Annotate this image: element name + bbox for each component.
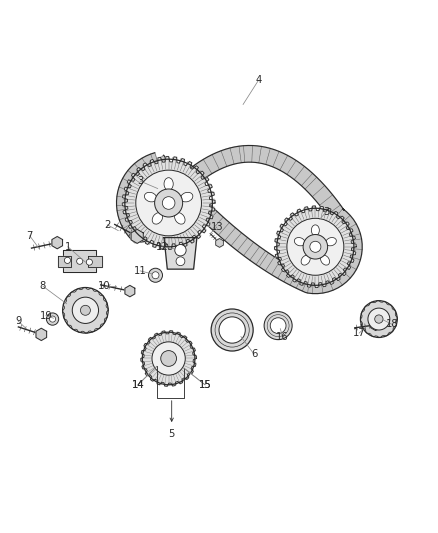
Ellipse shape [152, 213, 162, 224]
Polygon shape [371, 319, 381, 330]
Ellipse shape [164, 177, 173, 190]
Text: 2: 2 [104, 220, 110, 230]
Circle shape [374, 315, 383, 323]
Text: 3: 3 [323, 207, 329, 217]
Circle shape [176, 257, 185, 265]
Text: 14: 14 [132, 379, 144, 390]
Polygon shape [164, 238, 197, 269]
Text: 16: 16 [276, 332, 289, 342]
Circle shape [270, 318, 286, 334]
Circle shape [310, 241, 321, 252]
Polygon shape [88, 256, 102, 266]
Polygon shape [216, 239, 223, 247]
Text: 18: 18 [386, 319, 398, 329]
Polygon shape [36, 328, 46, 341]
Circle shape [161, 351, 177, 366]
Text: 4: 4 [255, 75, 261, 85]
Ellipse shape [180, 192, 193, 202]
Text: 10: 10 [98, 281, 110, 291]
Text: 15: 15 [198, 379, 212, 390]
Polygon shape [125, 285, 135, 297]
Ellipse shape [301, 255, 310, 265]
Polygon shape [117, 146, 362, 294]
Circle shape [77, 258, 83, 264]
Polygon shape [58, 256, 71, 266]
Circle shape [162, 197, 175, 209]
Text: 9: 9 [15, 316, 21, 326]
Circle shape [211, 309, 253, 351]
Polygon shape [63, 251, 96, 272]
Circle shape [303, 235, 328, 259]
Text: 11: 11 [134, 266, 147, 276]
Polygon shape [141, 330, 197, 386]
Circle shape [368, 308, 390, 330]
Text: 15: 15 [198, 379, 212, 390]
Text: 3: 3 [137, 176, 143, 186]
Text: 17: 17 [353, 328, 366, 338]
Circle shape [64, 257, 71, 263]
Ellipse shape [326, 238, 336, 246]
Circle shape [86, 259, 92, 265]
Text: 13: 13 [211, 222, 223, 232]
Text: 12: 12 [155, 242, 169, 252]
Text: 19: 19 [39, 311, 53, 320]
Circle shape [287, 219, 344, 275]
Text: 6: 6 [251, 349, 257, 359]
Polygon shape [122, 157, 215, 249]
Circle shape [175, 245, 186, 256]
Ellipse shape [311, 225, 319, 236]
Circle shape [152, 272, 159, 279]
Text: 1: 1 [65, 242, 71, 252]
Circle shape [148, 268, 162, 282]
Circle shape [136, 170, 201, 236]
Text: 8: 8 [40, 281, 46, 291]
Polygon shape [131, 229, 143, 244]
Text: 14: 14 [132, 379, 144, 390]
Circle shape [72, 297, 99, 324]
Text: 7: 7 [27, 231, 33, 241]
Ellipse shape [175, 213, 185, 224]
Circle shape [49, 316, 56, 322]
Text: 5: 5 [169, 429, 175, 439]
Circle shape [219, 317, 245, 343]
Ellipse shape [294, 238, 305, 246]
Ellipse shape [321, 255, 329, 265]
Polygon shape [360, 301, 397, 337]
Ellipse shape [145, 192, 157, 202]
Polygon shape [52, 237, 63, 249]
Circle shape [264, 312, 292, 340]
Polygon shape [275, 206, 356, 288]
Circle shape [155, 189, 183, 217]
Circle shape [46, 313, 59, 325]
Polygon shape [63, 287, 108, 333]
Circle shape [152, 342, 185, 375]
Circle shape [81, 305, 90, 316]
